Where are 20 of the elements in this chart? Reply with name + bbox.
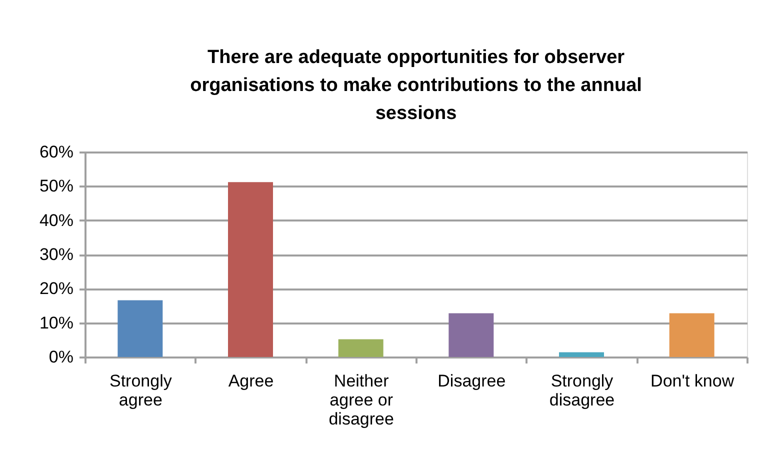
- bar: [669, 313, 714, 357]
- x-tick-label: Neither agree or disagree: [328, 372, 394, 428]
- y-tick-label: 30%: [39, 245, 74, 264]
- y-tick-label: 0%: [48, 348, 74, 366]
- x-tick-label: Strongly agree: [109, 372, 172, 410]
- bar: [559, 352, 604, 357]
- x-tick-label: Strongly disagree: [549, 372, 615, 410]
- y-tick-label: 50%: [39, 176, 74, 196]
- x-tick-label: Don't know: [650, 372, 735, 390]
- bar: [228, 182, 273, 357]
- chart-title: There are adequate opportunities for observer organisations to make contributions to the annual sessions: [190, 47, 642, 124]
- x-tick-label: Disagree: [438, 372, 506, 390]
- y-tick-label: 60%: [39, 142, 74, 162]
- bar: [118, 300, 163, 357]
- y-tick-label: 20%: [39, 279, 74, 298]
- bar: [448, 313, 494, 357]
- bar: [338, 339, 384, 357]
- y-tick-label: 10%: [39, 313, 74, 332]
- y-tick-label: 40%: [39, 210, 74, 230]
- x-tick-label: Agree: [228, 372, 274, 390]
